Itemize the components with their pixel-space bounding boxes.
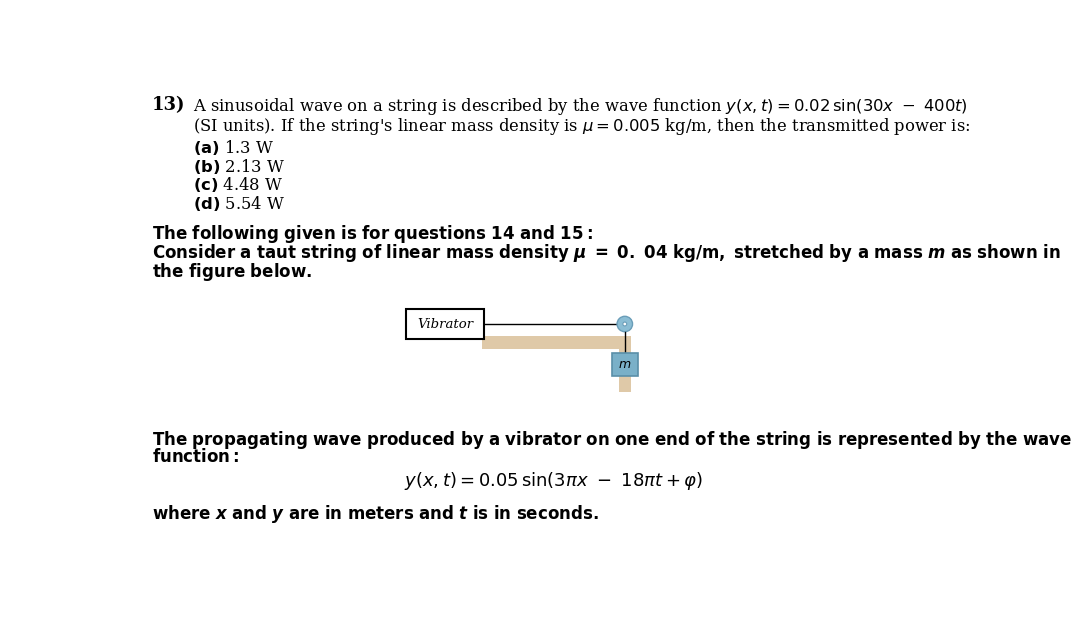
Text: $m$: $m$ [618,358,632,371]
Bar [482,335,631,350]
Text: A sinusoidal wave on a string is described by the wave function $y(x,t) = 0.02\,: A sinusoidal wave on a string is describ… [193,96,968,117]
Text: $\mathbf{Consider\ a\ taut\ string\ of\ linear\ mass\ density}\ \boldsymbol{\mu}: $\mathbf{Consider\ a\ taut\ string\ of\ … [152,242,1061,263]
Text: $y(x,t) = 0.05\,\sin(3\pi x\ -\ 18\pi t + \varphi)$: $y(x,t) = 0.05\,\sin(3\pi x\ -\ 18\pi t … [404,469,703,492]
Text: (SI units). If the string's linear mass density is $\mu = 0.005$ kg/m, then the : (SI units). If the string's linear mass … [193,116,971,137]
Text: 13): 13) [152,96,186,114]
Text: $\mathbf{(d)}$ 5.54 W: $\mathbf{(d)}$ 5.54 W [193,194,285,213]
Text: $\mathbf{where}\ \boldsymbol{x}\ \mathbf{and}\ \boldsymbol{y}\ \mathbf{are\ in\ : $\mathbf{where}\ \boldsymbol{x}\ \mathbf… [152,504,598,525]
Text: $\mathbf{function:}$: $\mathbf{function:}$ [152,448,240,466]
Text: $\mathbf{(b)}$ 2.13 W: $\mathbf{(b)}$ 2.13 W [193,157,285,176]
Circle shape [623,322,626,326]
Circle shape [617,316,633,332]
Text: $\mathbf{The\ following\ given\ is\ for\ questions\ 14\ and\ 15:}$: $\mathbf{The\ following\ given\ is\ for\… [152,223,593,245]
Text: $\mathbf{the\ figure\ below.}$: $\mathbf{the\ figure\ below.}$ [152,261,312,283]
Bar [619,350,631,392]
Bar [406,309,484,338]
Bar [611,353,638,376]
Text: Vibrator: Vibrator [417,317,473,330]
Text: $\mathbf{(a)}$ 1.3 W: $\mathbf{(a)}$ 1.3 W [193,138,274,158]
Text: $\mathbf{The\ propagating\ wave\ produced\ by\ a\ vibrator\ on\ one\ end\ of\ th: $\mathbf{The\ propagating\ wave\ produce… [152,428,1072,451]
Text: $\mathbf{(c)}$ 4.48 W: $\mathbf{(c)}$ 4.48 W [193,175,283,194]
